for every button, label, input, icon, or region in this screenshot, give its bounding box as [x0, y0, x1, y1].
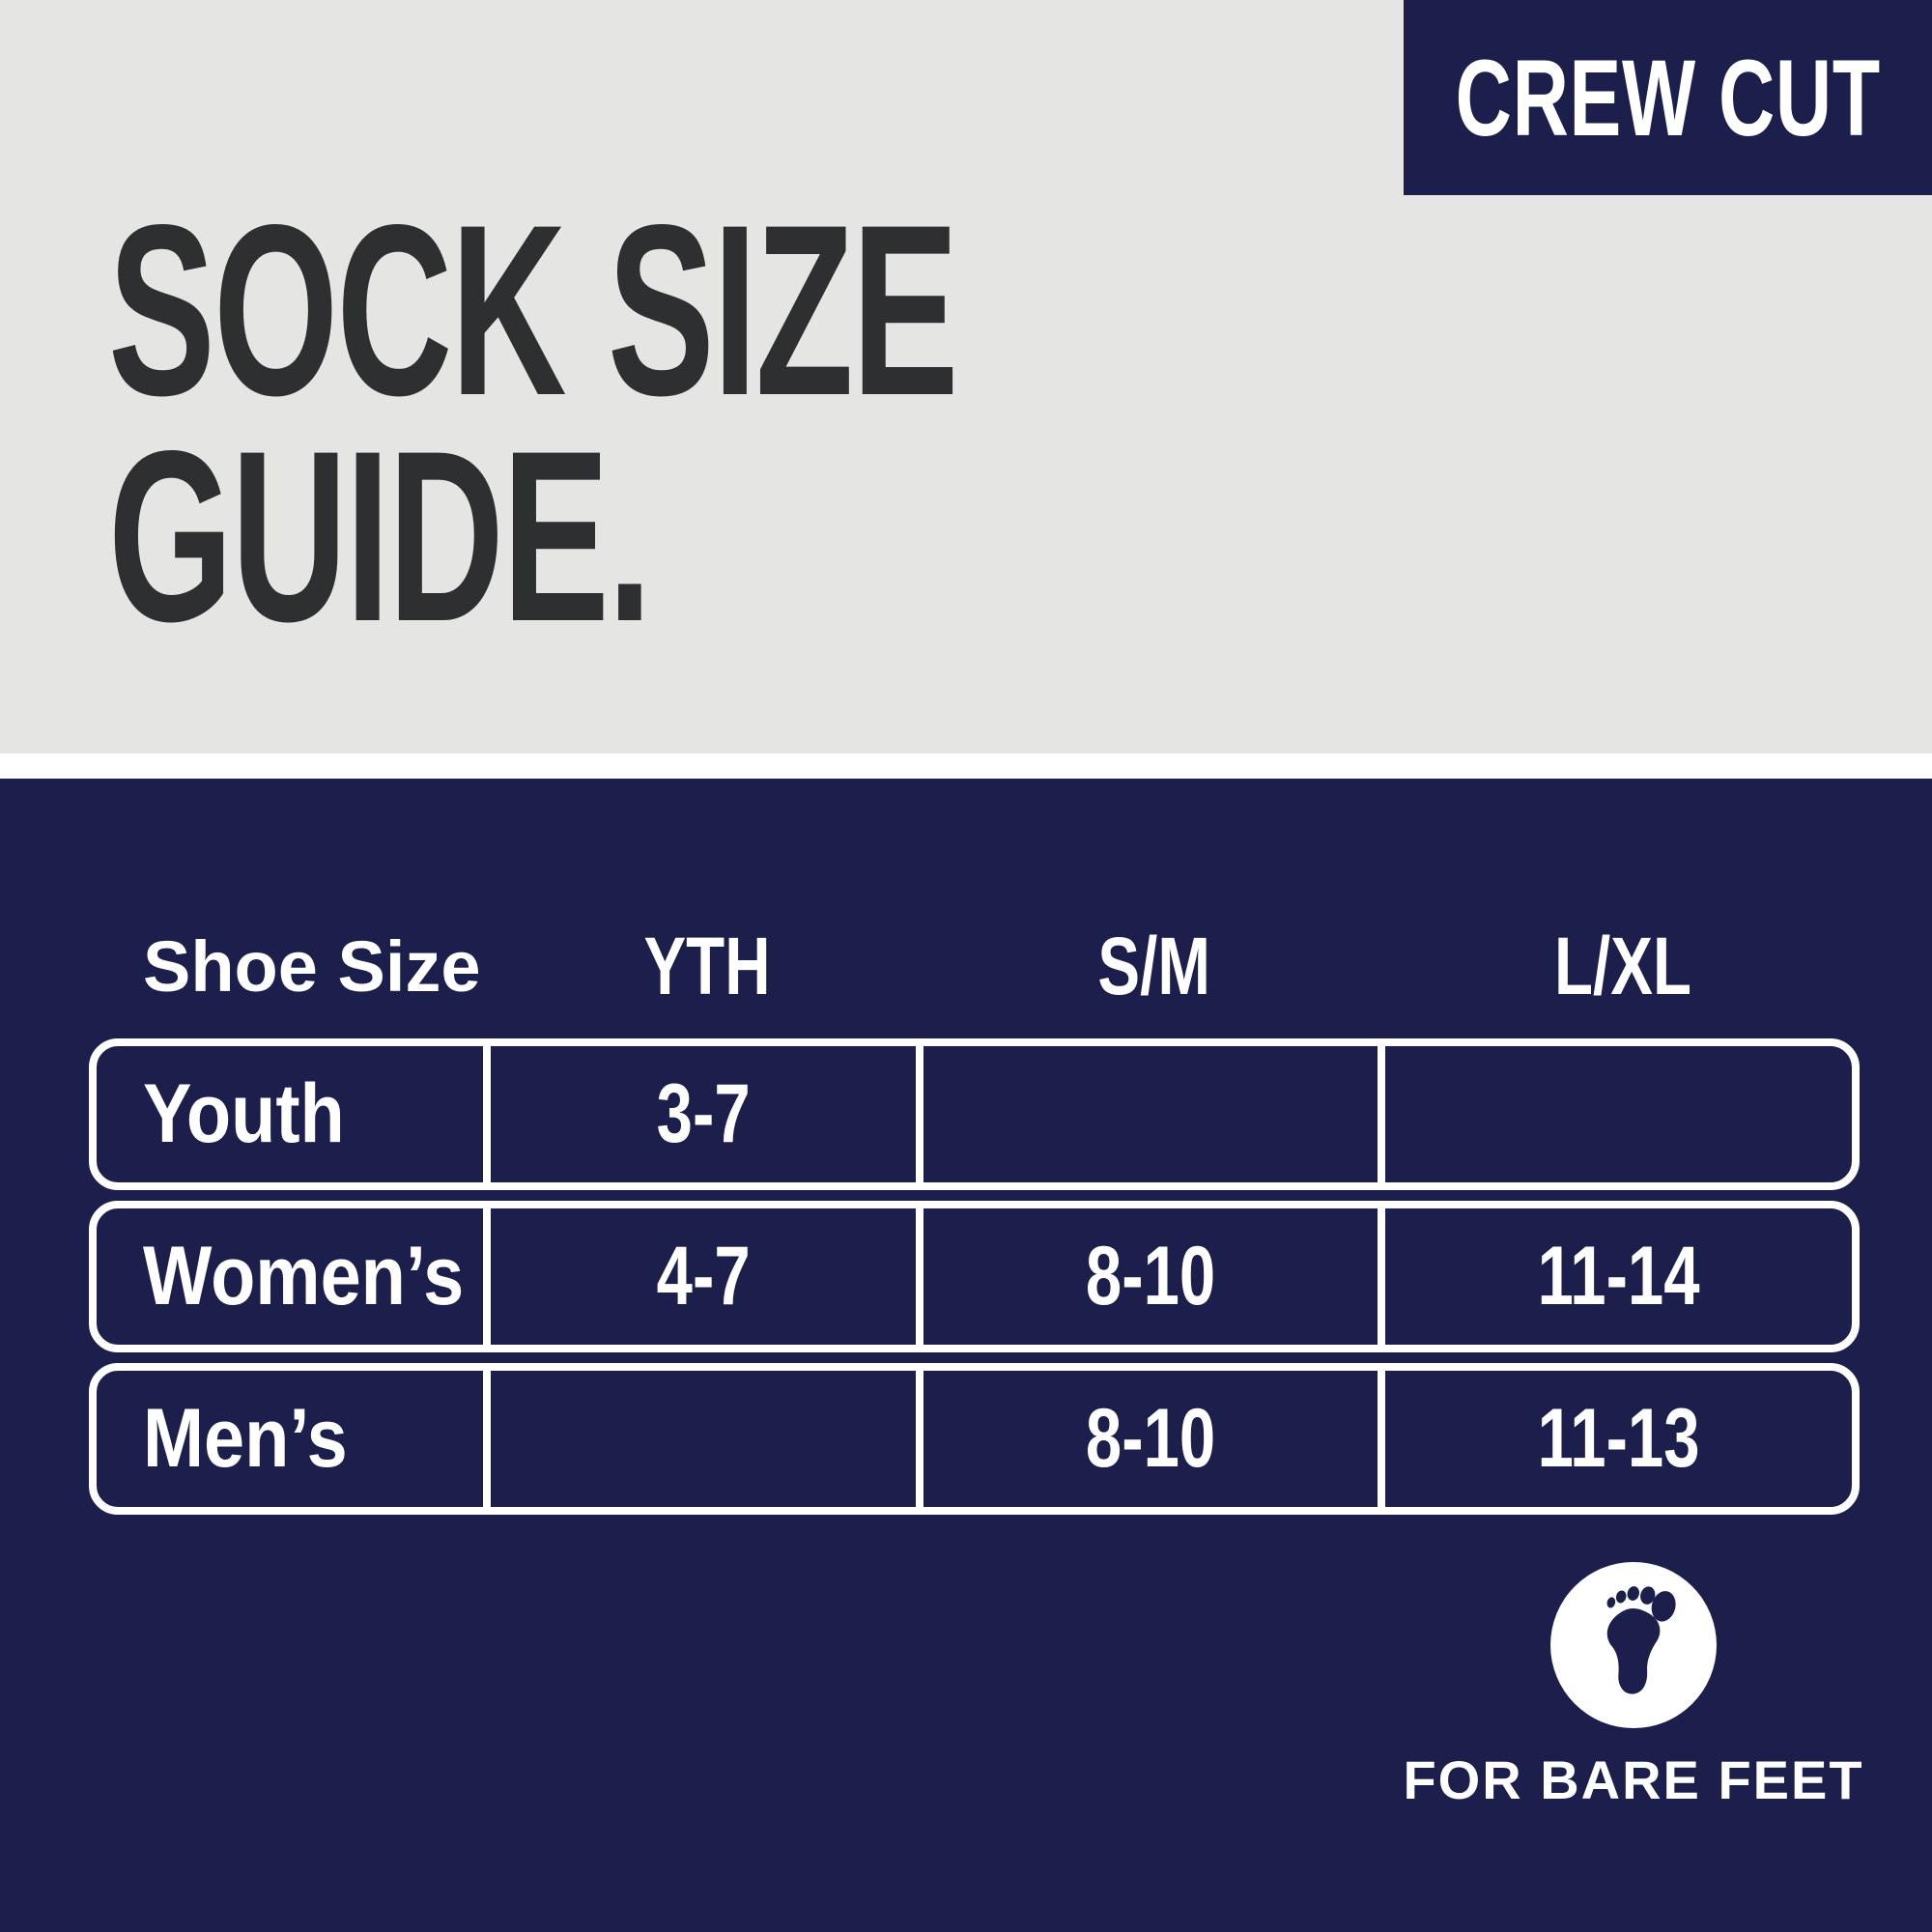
title-line-2: GUIDE. — [108, 401, 652, 673]
badge-label: CREW CUT — [1455, 37, 1881, 158]
page-title: SOCK SIZE GUIDE. — [108, 175, 959, 673]
header-shoe-size: Shoe Size — [143, 925, 481, 1007]
cell-mens-sm: 8-10 — [923, 1371, 1385, 1507]
header-lxl: L/XL — [1553, 920, 1691, 1011]
table-row-womens: Women’s 4-7 8-10 11-14 — [89, 1201, 1860, 1352]
table-row-mens: Men’s 8-10 11-13 — [89, 1363, 1860, 1515]
size-table: Youth 3-7 Women’s 4-7 8-10 11-14 Men’s 8… — [89, 1038, 1860, 1525]
brand-logo-circle — [1550, 1562, 1717, 1728]
table-header-row: Shoe Size YTH S/M L/XL — [89, 903, 1860, 1029]
header-yth: YTH — [643, 920, 771, 1011]
cell-youth-yth: 3-7 — [491, 1046, 923, 1182]
header-sm: S/M — [1097, 920, 1211, 1011]
cell-youth-sm — [923, 1046, 1385, 1182]
row-label-womens: Women’s — [97, 1208, 491, 1345]
crew-cut-badge: CREW CUT — [1404, 0, 1932, 195]
bottom-navy-section — [0, 779, 1932, 1932]
cell-youth-lxl — [1385, 1046, 1852, 1182]
title-line-1: SOCK SIZE — [108, 175, 959, 446]
cell-womens-lxl: 11-14 — [1537, 1230, 1700, 1322]
cell-mens-lxl: 11-13 — [1537, 1392, 1700, 1485]
table-row-youth: Youth 3-7 — [89, 1038, 1860, 1190]
row-label-youth: Youth — [97, 1046, 491, 1182]
footprint-icon — [1606, 1586, 1676, 1694]
cell-womens-yth: 4-7 — [491, 1208, 923, 1345]
section-divider — [0, 753, 1932, 779]
cell-womens-sm: 8-10 — [923, 1208, 1385, 1345]
cell-mens-yth — [491, 1371, 923, 1507]
row-label-mens: Men’s — [97, 1371, 491, 1507]
brand-name: FOR BARE FEET — [1403, 1749, 1864, 1810]
